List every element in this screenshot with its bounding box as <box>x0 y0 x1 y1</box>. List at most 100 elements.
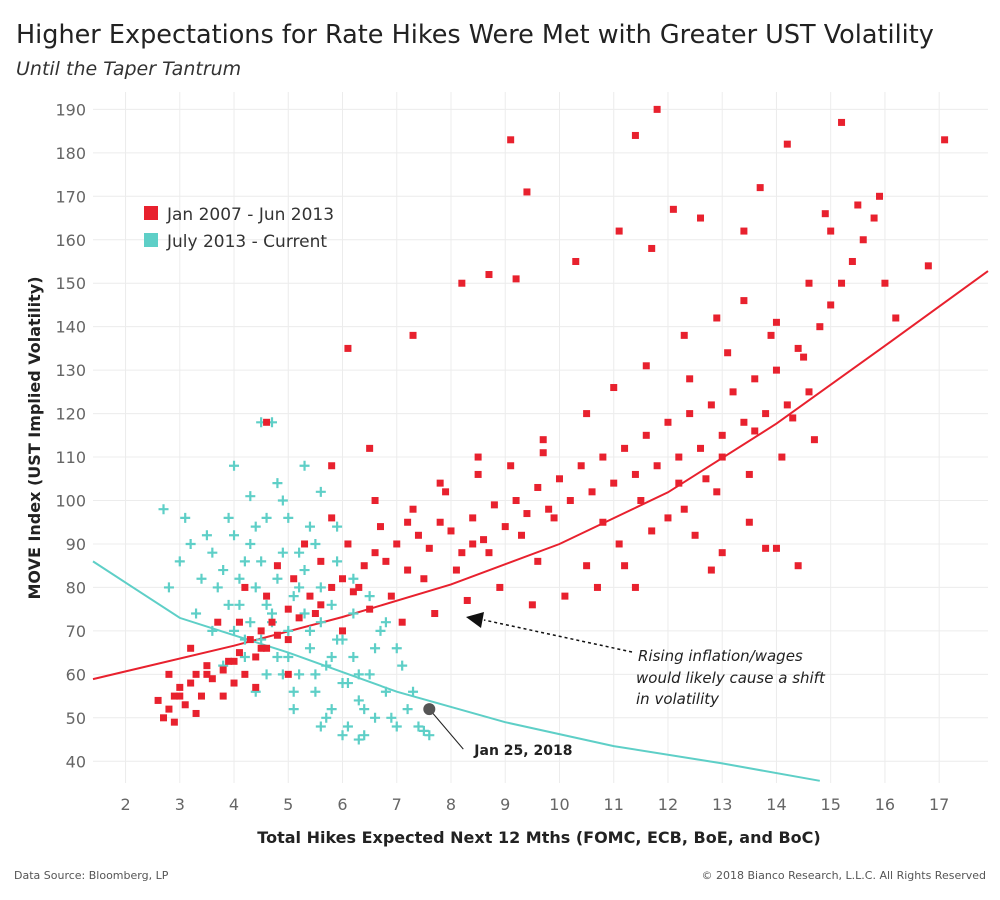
y-tick-label: 90 <box>66 535 86 554</box>
point-teal <box>207 547 218 558</box>
trendline-1 <box>92 560 820 782</box>
point-teal <box>402 704 413 715</box>
point-teal <box>229 460 240 471</box>
point-teal <box>380 617 391 628</box>
copyright: © 2018 Bianco Research, L.L.C. All Right… <box>701 869 986 882</box>
point-red <box>192 670 200 678</box>
point-red <box>436 479 444 487</box>
highlight-marker: Jan 25, 2018 <box>423 703 572 759</box>
point-teal <box>218 565 229 576</box>
point-teal <box>348 651 359 662</box>
point-red <box>870 214 878 222</box>
point-red <box>838 279 846 287</box>
point-red <box>805 279 813 287</box>
point-teal <box>326 704 337 715</box>
point-red <box>398 618 406 626</box>
point-red <box>789 414 797 422</box>
point-red <box>642 431 650 439</box>
point-red <box>284 605 292 613</box>
point-red <box>187 644 195 652</box>
point-red <box>225 657 233 665</box>
point-teal <box>272 478 283 489</box>
annotation-line-3: in volatility <box>636 690 720 708</box>
point-teal <box>348 608 359 619</box>
point-teal <box>288 591 299 602</box>
y-tick-label: 40 <box>66 752 86 771</box>
point-red <box>794 344 802 352</box>
point-teal <box>348 573 359 584</box>
point-red <box>615 540 623 548</box>
point-teal <box>304 643 315 654</box>
point-red <box>235 618 243 626</box>
point-red <box>404 518 412 526</box>
point-red <box>496 583 504 591</box>
point-red <box>469 514 477 522</box>
y-tick-label: 80 <box>66 578 86 597</box>
point-red <box>170 718 178 726</box>
point-red <box>756 184 764 192</box>
point-teal <box>391 721 402 732</box>
point-red <box>892 314 900 322</box>
data-source: Data Source: Bloomberg, LP <box>14 869 169 882</box>
point-teal <box>321 660 332 671</box>
point-red <box>344 540 352 548</box>
point-red <box>474 453 482 461</box>
point-teal <box>310 669 321 680</box>
point-red <box>528 601 536 609</box>
point-red <box>941 136 949 144</box>
point-teal <box>359 730 370 741</box>
annotation: Rising inflation/wages would likely caus… <box>466 612 826 708</box>
point-teal <box>359 704 370 715</box>
point-red <box>545 505 553 513</box>
point-teal <box>337 634 348 645</box>
y-tick-label: 50 <box>66 709 86 728</box>
point-red <box>376 523 384 531</box>
point-red <box>745 518 753 526</box>
x-tick-label: 4 <box>229 795 239 814</box>
point-red <box>485 549 493 557</box>
point-red <box>414 531 422 539</box>
point-red <box>539 436 547 444</box>
point-red <box>425 544 433 552</box>
x-tick-label: 12 <box>658 795 678 814</box>
x-tick-label: 10 <box>549 795 569 814</box>
point-red <box>631 583 639 591</box>
point-red <box>805 388 813 396</box>
highlight-leader-line <box>428 708 464 750</box>
point-red <box>306 592 314 600</box>
point-teal <box>283 512 294 523</box>
point-red <box>653 462 661 470</box>
point-red <box>838 118 846 126</box>
point-red <box>176 692 184 700</box>
point-red <box>339 627 347 635</box>
point-teal <box>277 495 288 506</box>
point-red <box>566 497 574 505</box>
point-red <box>219 666 227 674</box>
y-tick-label: 190 <box>55 100 86 119</box>
x-tick-label: 13 <box>712 795 732 814</box>
point-teal <box>304 521 315 532</box>
point-red <box>675 453 683 461</box>
point-red <box>485 271 493 279</box>
point-red <box>203 662 211 670</box>
x-tick-label: 7 <box>392 795 402 814</box>
point-red <box>447 527 455 535</box>
point-red <box>718 549 726 557</box>
point-red <box>718 453 726 461</box>
x-tick-label: 8 <box>446 795 456 814</box>
point-red <box>197 692 205 700</box>
point-red <box>512 275 520 283</box>
point-red <box>366 605 374 613</box>
point-red <box>577 462 585 470</box>
point-teal <box>239 556 250 567</box>
point-red <box>474 470 482 478</box>
point-teal <box>342 678 353 689</box>
point-teal <box>326 651 337 662</box>
chart-title: Higher Expectations for Rate Hikes Were … <box>16 20 934 50</box>
point-red <box>382 557 390 565</box>
point-red <box>697 444 705 452</box>
point-teal <box>261 512 272 523</box>
point-teal <box>294 582 305 593</box>
point-teal <box>370 643 381 654</box>
y-tick-label: 110 <box>55 448 86 467</box>
